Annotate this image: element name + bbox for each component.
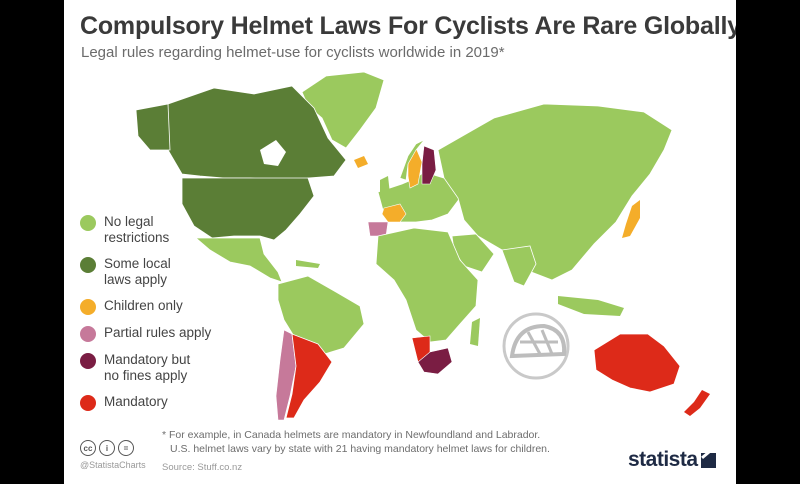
legend-item-children-only: Children only: [80, 298, 250, 315]
japan: [622, 200, 640, 238]
legend: No legal restrictions Some local laws ap…: [80, 214, 250, 421]
creative-commons-icon[interactable]: cc: [80, 440, 96, 456]
madagascar: [470, 318, 480, 346]
united-states: [181, 177, 315, 241]
legend-swatch: [80, 395, 96, 411]
legend-label: Children only: [104, 298, 183, 313]
legend-swatch: [80, 326, 96, 342]
legend-item-partial: Partial rules apply: [80, 325, 250, 342]
legend-label: Mandatory: [104, 394, 168, 409]
legend-label: Mandatory but no fines apply: [104, 352, 191, 383]
statista-logo-icon: [700, 452, 716, 468]
asia: [437, 103, 673, 281]
greenland: [301, 71, 385, 149]
legend-item-some-local: Some local laws apply: [80, 256, 250, 288]
helmet-icon: [502, 312, 570, 380]
legend-item-mandatory-no-fines: Mandatory but no fines apply: [80, 352, 250, 384]
legend-label: Partial rules apply: [104, 325, 212, 340]
finland: [421, 145, 437, 185]
norway: [399, 139, 425, 181]
legend-label: Some local laws apply: [104, 256, 171, 287]
france: [381, 203, 407, 223]
statista-logo[interactable]: statista: [628, 448, 716, 472]
hudson-bay: [260, 140, 286, 166]
legend-swatch: [80, 353, 96, 369]
caribbean: [296, 260, 320, 268]
footnote: * For example, in Canada helmets are man…: [162, 428, 632, 456]
attribution-icon[interactable]: i: [99, 440, 115, 456]
mexico: [194, 237, 283, 283]
brand-name: statista: [628, 448, 698, 471]
license-icons: cc i =: [80, 440, 134, 456]
chart-title: Compulsory Helmet Laws For Cyclists Are …: [80, 12, 736, 40]
twitter-handle: @StatistaCharts: [80, 460, 146, 470]
south-africa: [417, 347, 453, 375]
argentina: [285, 333, 333, 419]
legend-swatch: [80, 299, 96, 315]
footnote-line-2: U.S. helmet laws vary by state with 21 h…: [170, 443, 550, 455]
footnote-line-1: * For example, in Canada helmets are man…: [162, 429, 541, 441]
legend-swatch: [80, 257, 96, 273]
no-derivatives-icon[interactable]: =: [118, 440, 134, 456]
iceland: [354, 156, 368, 168]
world-map: [135, 71, 710, 421]
spain: [367, 221, 389, 237]
south-america: [277, 275, 365, 357]
alaska: [135, 103, 171, 151]
infographic-card: Compulsory Helmet Laws For Cyclists Are …: [64, 0, 736, 484]
india: [501, 245, 537, 287]
united-kingdom: [380, 176, 390, 196]
africa: [375, 227, 479, 343]
chart-subtitle: Legal rules regarding helmet-use for cyc…: [81, 44, 505, 61]
legend-swatch: [80, 215, 96, 231]
legend-item-mandatory: Mandatory: [80, 394, 250, 411]
source-note: Source: Stuff.co.nz: [162, 462, 243, 473]
legend-label: No legal restrictions: [104, 214, 170, 245]
legend-item-no-legal: No legal restrictions: [80, 214, 250, 246]
southeast-asia: [558, 296, 624, 316]
australia: [593, 333, 681, 393]
new-zealand: [684, 390, 710, 416]
